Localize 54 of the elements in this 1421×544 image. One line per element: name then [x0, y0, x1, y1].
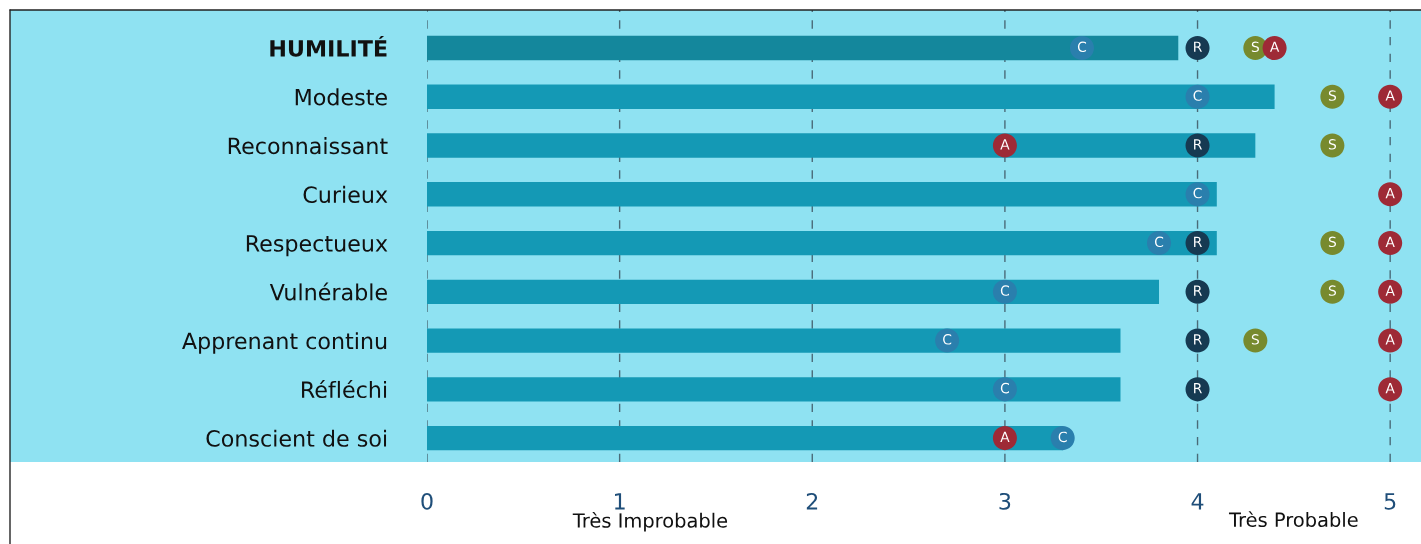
text: R: [1194, 383, 1202, 394]
text: A: [1385, 285, 1395, 296]
bar: [427, 182, 1217, 207]
series-label: C: [1193, 187, 1202, 199]
y-tick-label: Réfléchi: [302, 380, 387, 399]
text: S: [1328, 285, 1337, 296]
text: R: [1194, 41, 1202, 52]
text: A: [1385, 188, 1395, 199]
y-tick-label: Reconnaissant: [228, 137, 388, 155]
text: C: [943, 334, 952, 345]
y-tick-label: Conscient de soi: [206, 429, 387, 447]
x-tick-label: 3: [999, 492, 1011, 510]
text: C: [1000, 382, 1009, 394]
text: Très Improbable: [572, 512, 728, 532]
x-tick-label: 0: [421, 492, 433, 510]
bar: [427, 35, 1179, 61]
text: A: [1385, 334, 1395, 345]
text: S: [1328, 90, 1337, 101]
y-tick-label: Curieux: [303, 185, 388, 204]
bar: [427, 230, 1217, 256]
series-label: A: [1269, 41, 1280, 52]
series-label: R: [1194, 139, 1202, 150]
y-tick-label: Modeste: [295, 88, 387, 106]
y-tick-label: Respectueux: [246, 235, 388, 257]
text: S: [1251, 41, 1259, 53]
text: A: [1000, 139, 1010, 150]
text: A: [1000, 431, 1010, 442]
x-tick-label: 2: [806, 492, 818, 510]
text: R: [1194, 334, 1202, 345]
text: S: [1328, 139, 1337, 150]
x-tick-label: 1: [615, 493, 625, 510]
bar: [427, 377, 1121, 402]
bar: [427, 328, 1121, 353]
text: S: [1251, 334, 1259, 345]
text: C: [1154, 236, 1164, 248]
series-label: S: [1328, 236, 1337, 248]
text: R: [1194, 285, 1202, 296]
text: Très Probable: [1228, 511, 1358, 528]
text: C: [1058, 431, 1067, 443]
text: R: [1194, 236, 1202, 247]
text: C: [1000, 285, 1009, 296]
y-tick-label: Apprenant continu: [182, 332, 387, 354]
text: C: [1193, 90, 1202, 101]
text: A: [1385, 90, 1395, 101]
x-tick-label: 4: [1191, 493, 1204, 510]
y-tick-label: Vulnérable: [269, 282, 387, 301]
text: C: [1077, 41, 1087, 53]
bar: [427, 133, 1256, 158]
bar: [427, 279, 1160, 305]
y-tick-label: HUMILITÉ: [270, 35, 387, 57]
bar: [427, 84, 1275, 109]
x-tick-label: 5: [1384, 493, 1396, 510]
text: A: [1385, 383, 1395, 394]
text: A: [1385, 236, 1395, 247]
